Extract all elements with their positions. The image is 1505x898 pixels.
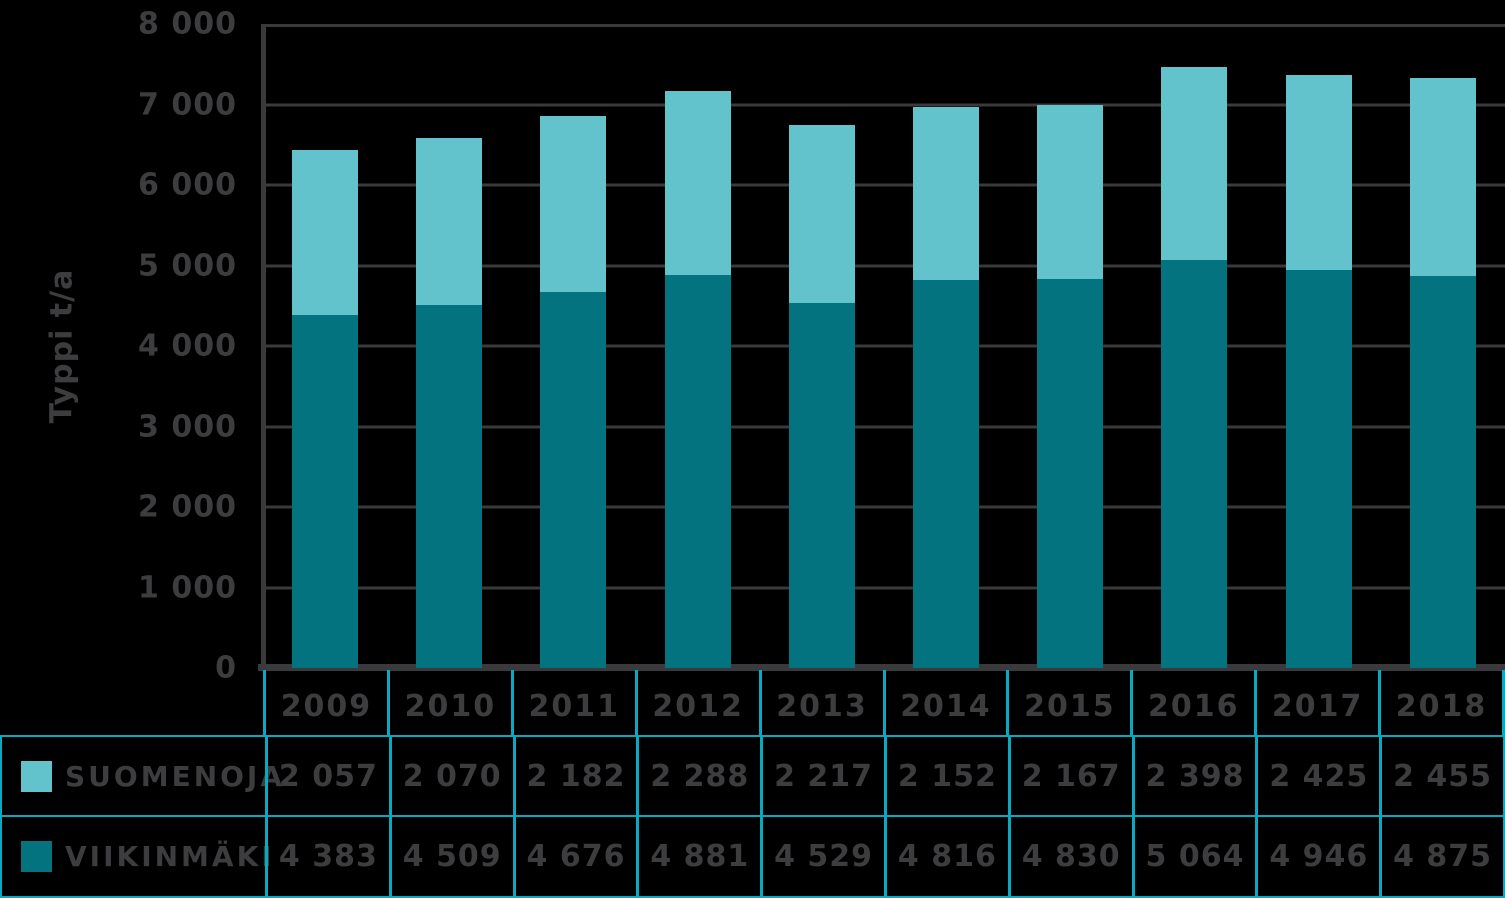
bar-group-2013 (760, 24, 884, 668)
gridline-4000 (263, 344, 1505, 348)
value-cell-suomenoja-2016: 2 398 (1131, 737, 1256, 815)
y-tick-label-7000: 7 000 (138, 87, 237, 122)
value-cell-viikinmaki-2016: 5 064 (1131, 817, 1256, 896)
table-year-header-row: 2009 2010 2011 2012 2013 2014 2015 2016 2017 2018 (263, 670, 1505, 735)
value-cell-suomenoja-2010: 2 070 (388, 737, 513, 815)
bar-2011-suomenoja (540, 115, 607, 292)
bar-2014-viikinmaki (913, 280, 980, 668)
bar-2011-viikinmaki (540, 291, 607, 668)
year-cell-2015: 2015 (1006, 670, 1130, 735)
y-tick-label-8000: 8 000 (138, 6, 237, 42)
bar-group-2014 (884, 24, 1008, 668)
bar-2009-suomenoja (292, 149, 359, 316)
value-cell-suomenoja-2017: 2 425 (1255, 737, 1379, 815)
y-axis-line (261, 24, 266, 671)
legend-label-viikinmaki: VIIKINMÄKI (65, 840, 275, 873)
value-cell-suomenoja-2014: 2 152 (884, 737, 1008, 815)
value-cell-viikinmaki-2010: 4 509 (388, 817, 513, 896)
table-row-suomenoja: SUOMENOJA 2 057 2 070 2 182 2 288 2 217 2 152… (0, 735, 1505, 815)
bar-2017-viikinmaki (1285, 269, 1352, 668)
bar-group-2010 (387, 24, 511, 668)
x-axis-line (258, 664, 1505, 671)
bar-2009-viikinmaki (292, 315, 359, 668)
y-tick-label-0: 0 (215, 650, 237, 686)
year-cell-2009: 2009 (263, 670, 387, 735)
value-cell-viikinmaki-2017: 4 946 (1255, 817, 1379, 896)
bar-group-2018 (1381, 24, 1505, 668)
bar-2018-viikinmaki (1409, 275, 1476, 668)
y-tick-label-4000: 4 000 (138, 328, 237, 364)
bar-group-2015 (1008, 24, 1132, 668)
gridline-5000 (263, 264, 1505, 267)
value-cell-viikinmaki-2014: 4 816 (884, 817, 1008, 896)
gridline-2000 (263, 505, 1505, 509)
bar-2012-suomenoja (664, 90, 731, 276)
bar-2015-suomenoja (1037, 104, 1104, 280)
value-cell-viikinmaki-2012: 4 881 (636, 817, 760, 896)
value-cell-suomenoja-2011: 2 182 (512, 737, 637, 815)
legend-swatch-suomenoja-icon (21, 760, 52, 792)
year-cell-2016: 2016 (1130, 670, 1254, 735)
year-cell-2014: 2014 (882, 670, 1007, 735)
gridline-7000 (263, 103, 1505, 106)
value-cell-viikinmaki-2009: 4 383 (265, 817, 389, 896)
gridline-1000 (263, 586, 1505, 589)
value-cell-suomenoja-2018: 2 455 (1379, 737, 1503, 815)
year-cell-2018: 2018 (1378, 670, 1502, 735)
year-cell-2010: 2010 (386, 670, 511, 735)
year-cell-2011: 2011 (510, 670, 635, 735)
y-axis-tick-labels: 0 1 000 2 000 3 000 4 000 5 000 6 000 7 000 8 00… (0, 7, 237, 686)
bar-group-2011 (511, 24, 635, 668)
bar-2012-viikinmaki (664, 275, 731, 668)
y-tick-label-6000: 6 000 (138, 167, 237, 203)
legend-cell-viikinmaki: VIIKINMÄKI (2, 817, 272, 896)
year-cell-2013: 2013 (758, 670, 883, 735)
gridline-8000 (263, 24, 1505, 27)
bar-2014-suomenoja (913, 107, 980, 281)
gridline-3000 (263, 425, 1505, 428)
bar-2016-suomenoja (1161, 67, 1228, 261)
value-cell-suomenoja-2015: 2 167 (1007, 737, 1132, 815)
year-cell-2012: 2012 (634, 670, 759, 735)
bar-2017-suomenoja (1285, 74, 1352, 270)
bar-group-2016 (1132, 24, 1256, 668)
gridline-6000 (263, 183, 1505, 187)
value-cell-suomenoja-2012: 2 288 (636, 737, 760, 815)
bar-2010-viikinmaki (416, 305, 483, 668)
bar-2010-suomenoja (416, 138, 483, 306)
value-cell-suomenoja-2013: 2 217 (760, 737, 884, 815)
legend-swatch-viikinmaki-icon (21, 841, 52, 872)
value-cell-suomenoja-2009: 2 057 (265, 737, 389, 815)
bar-2013-viikinmaki (788, 303, 855, 668)
y-tick-label-2000: 2 000 (138, 489, 237, 525)
bar-2015-viikinmaki (1037, 279, 1104, 668)
table-row-viikinmaki: VIIKINMÄKI 4 383 4 509 4 676 4 881 4 529 4 81… (0, 815, 1505, 898)
bar-2013-suomenoja (788, 124, 855, 304)
year-cell-2017: 2017 (1254, 670, 1378, 735)
bar-group-2012 (636, 24, 760, 668)
bar-2016-viikinmaki (1161, 260, 1228, 668)
y-tick-label-1000: 1 000 (138, 570, 237, 605)
bar-group-2017 (1257, 24, 1381, 668)
value-cell-viikinmaki-2013: 4 529 (760, 817, 884, 896)
legend-cell-suomenoja: SUOMENOJA (2, 737, 282, 815)
value-cell-viikinmaki-2015: 4 830 (1007, 817, 1132, 896)
bar-group-2009 (263, 24, 387, 668)
bar-2018-suomenoja (1409, 77, 1476, 276)
value-cell-viikinmaki-2011: 4 676 (512, 817, 637, 896)
value-cell-viikinmaki-2018: 4 875 (1379, 817, 1503, 896)
y-tick-label-5000: 5 000 (138, 248, 237, 283)
plot-area (258, 24, 1505, 671)
legend-label-suomenoja: SUOMENOJA (65, 759, 286, 793)
y-tick-label-3000: 3 000 (138, 409, 237, 444)
